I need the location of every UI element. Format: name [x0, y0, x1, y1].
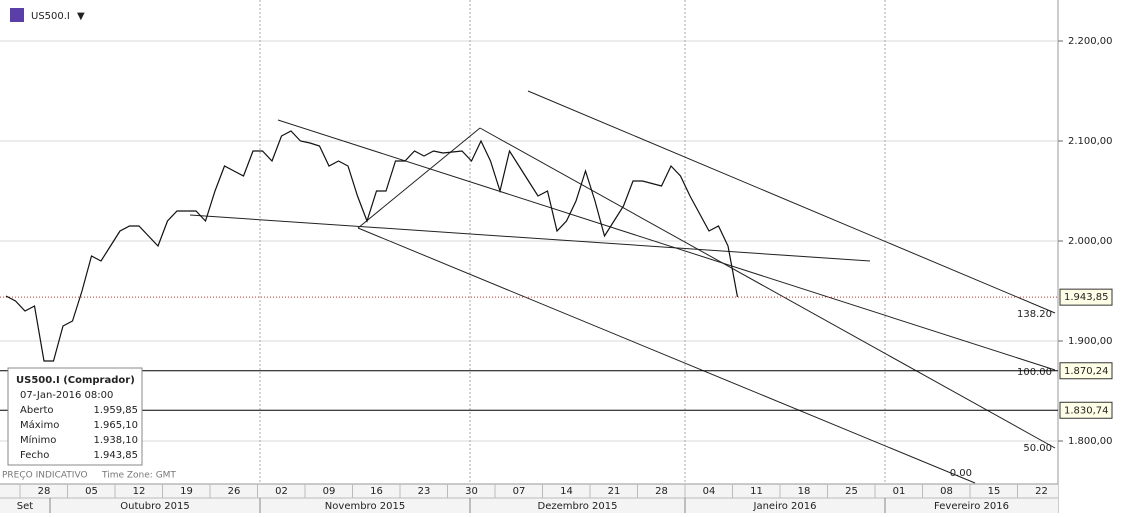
x-tick-label: 11 [750, 486, 763, 497]
y-tick-label: 1.800,00 [1068, 436, 1113, 447]
x-tick-label: 26 [228, 486, 241, 497]
info-value: 1.959,85 [93, 405, 138, 416]
x-tick-label: 08 [940, 486, 953, 497]
price-line-series [5, 130, 739, 362]
y-tick-label: 1.900,00 [1068, 336, 1113, 347]
x-tick-label: 22 [1035, 486, 1048, 497]
fib-line [357, 227, 976, 484]
x-tick-label: 23 [418, 486, 431, 497]
month-label: Set [17, 501, 34, 512]
x-tick-label: 02 [275, 486, 288, 497]
fib-label: 100.00 [1017, 367, 1052, 378]
month-label: Novembro 2015 [325, 501, 405, 512]
x-tick-label: 19 [180, 486, 193, 497]
neckline [189, 214, 871, 262]
info-time: 07-Jan-2016 08:00 [20, 390, 113, 401]
price-axis-bg [1058, 0, 1141, 513]
x-tick-label: 14 [560, 486, 573, 497]
y-tick-label: 2.100,00 [1068, 136, 1113, 147]
x-tick-label: 21 [608, 486, 621, 497]
info-key: Fecho [20, 450, 49, 461]
fib-label: 0.00 [950, 468, 972, 479]
x-tick-label: 28 [38, 486, 51, 497]
x-tick-label: 01 [893, 486, 906, 497]
fib-line [479, 127, 1056, 449]
x-tick-label: 07 [513, 486, 526, 497]
info-title: US500.I (Comprador) [16, 375, 135, 386]
info-value: 1.965,10 [93, 420, 138, 431]
fib-line [527, 90, 1056, 314]
price-tag-label: 1.830,74 [1064, 405, 1109, 416]
x-tick-label: 09 [323, 486, 336, 497]
footer-note: PREÇO INDICATIVO [2, 471, 88, 481]
month-label: Dezembro 2015 [538, 501, 618, 512]
plot-bg [0, 0, 1058, 484]
x-tick-label: 15 [988, 486, 1001, 497]
price-tag [1059, 288, 1113, 306]
info-key: Mínimo [20, 434, 56, 446]
price-tag-label: 1.870,24 [1064, 366, 1109, 377]
trend-line [357, 127, 481, 229]
x-tick-label: 12 [133, 486, 146, 497]
x-tick-label: 30 [465, 486, 478, 497]
x-tick-label: 28 [655, 486, 668, 497]
month-label: Outubro 2015 [120, 501, 189, 512]
price-tag-label: 1.943,85 [1064, 292, 1109, 303]
y-tick-label: 2.200,00 [1068, 36, 1113, 47]
info-value: 1.943,85 [93, 450, 138, 461]
footer-note: Time Zone: GMT [101, 471, 176, 481]
month-label: Fevereiro 2016 [934, 501, 1009, 512]
trendlines [189, 90, 1056, 484]
month-label: Janeiro 2016 [753, 501, 817, 512]
info-box: US500.I (Comprador) 07-Jan-2016 08:00 Ab… [7, 367, 143, 466]
info-bg [7, 367, 143, 466]
x-tick-label: 25 [845, 486, 858, 497]
price-tag [1059, 401, 1113, 419]
info-value: 1.938,10 [93, 435, 138, 446]
x-tick-label: 05 [85, 486, 98, 497]
fib-label: 50.00 [1023, 443, 1052, 454]
x-tick-label: 18 [798, 486, 811, 497]
dropdown-arrow[interactable]: ▼ [77, 11, 85, 22]
symbol[interactable]: US500.I [31, 11, 70, 22]
x-tick-label: 16 [370, 486, 383, 497]
info-key: Máximo [20, 419, 59, 431]
x-tick-label: 04 [703, 486, 716, 497]
symbol-icon [10, 8, 24, 22]
y-tick-label: 2.000,00 [1068, 236, 1113, 247]
fib-line [277, 119, 1056, 371]
fib-label: 138.20 [1017, 309, 1052, 320]
price-tag [1059, 362, 1113, 380]
info-key: Aberto [20, 405, 54, 416]
